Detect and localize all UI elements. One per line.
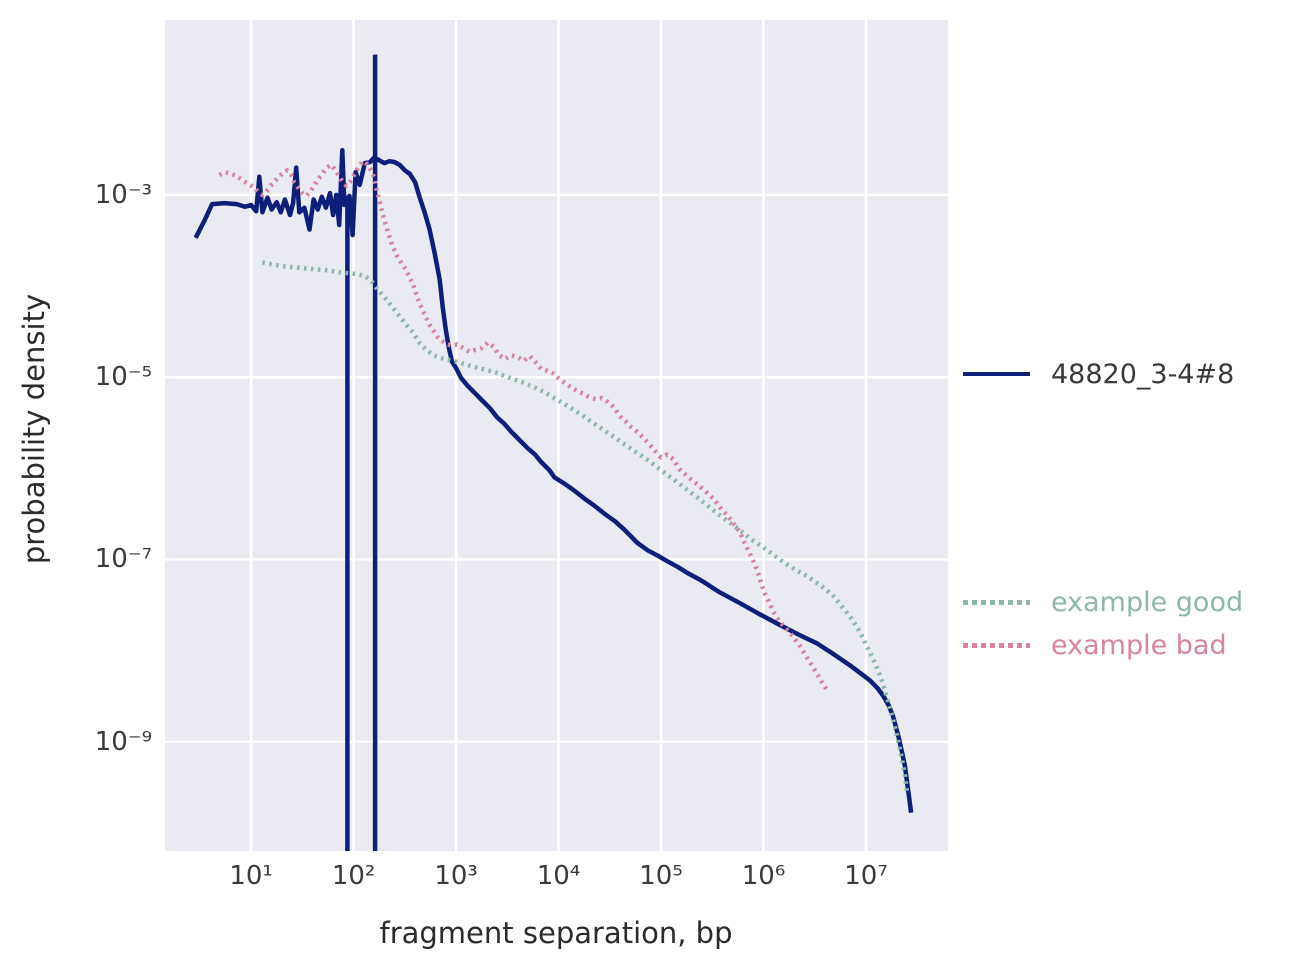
legend-item: example good	[963, 582, 1243, 622]
legend-label: example bad	[1051, 629, 1227, 661]
y-tick-label: 10⁻³	[94, 179, 152, 210]
y-axis-label: probability density	[17, 293, 51, 565]
x-tick-label: 10²	[331, 861, 376, 891]
legend-item: example bad	[963, 625, 1227, 665]
legend-label: 48820_3-4#8	[1051, 358, 1235, 390]
y-tick-label: 10⁻⁷	[94, 544, 152, 575]
legend-swatch-solid-line	[963, 372, 1030, 376]
x-tick-label: 10³	[434, 861, 478, 891]
legend-swatch-dotted-line	[963, 642, 1030, 648]
legend-item: 48820_3-4#8	[963, 354, 1234, 394]
y-tick-label: 10⁻⁹	[94, 726, 152, 757]
x-tick-label: 10¹	[229, 861, 273, 891]
legend-label: example good	[1051, 586, 1244, 618]
x-tick-label: 10⁶	[741, 861, 786, 891]
x-axis-label: fragment separation, bp	[379, 916, 733, 950]
legend-swatch-dotted-line	[963, 599, 1030, 605]
x-tick-label: 10⁷	[844, 861, 888, 891]
x-tick-label: 10⁵	[639, 861, 683, 891]
y-tick-label: 10⁻⁵	[94, 362, 152, 393]
x-tick-label: 10⁴	[536, 861, 581, 891]
